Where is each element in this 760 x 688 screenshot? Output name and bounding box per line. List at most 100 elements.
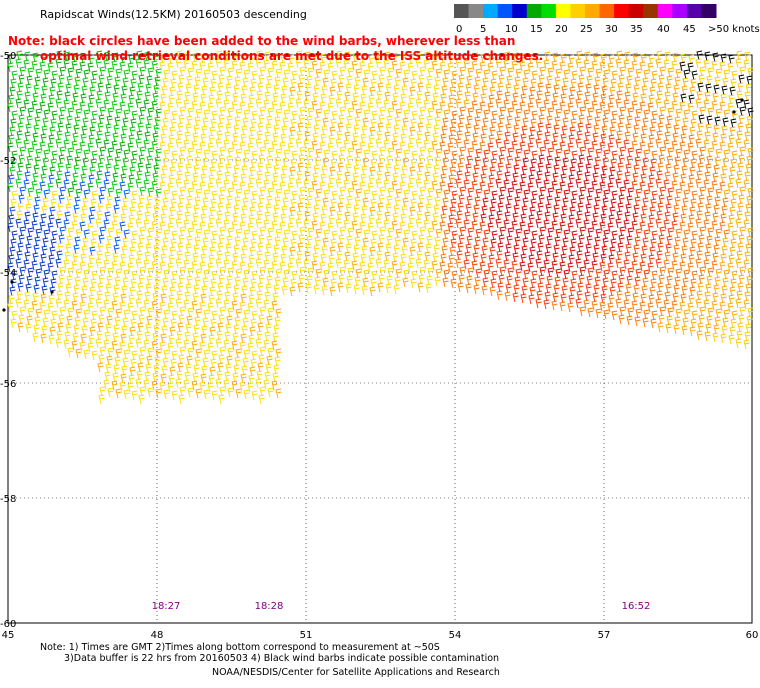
wind-barb bbox=[208, 214, 215, 225]
wind-barb bbox=[391, 260, 398, 271]
wind-barb bbox=[177, 202, 184, 213]
wind-barb bbox=[289, 286, 296, 297]
wind-barb bbox=[713, 204, 720, 215]
wind-barb bbox=[651, 230, 658, 241]
wind-barb bbox=[187, 387, 194, 398]
wind-barb bbox=[712, 132, 719, 143]
wind-barb bbox=[729, 206, 736, 217]
wind-barb bbox=[464, 211, 471, 222]
wind-barb bbox=[82, 197, 89, 208]
wind-barb bbox=[83, 269, 90, 280]
wind-barb bbox=[575, 58, 582, 69]
wind-barb bbox=[386, 115, 393, 126]
wind-barb bbox=[290, 78, 297, 89]
wind-barb bbox=[491, 70, 498, 81]
wind-barb bbox=[419, 186, 426, 197]
wind-barb bbox=[535, 178, 542, 189]
wind-barb bbox=[305, 203, 312, 214]
wind-barb bbox=[626, 155, 633, 166]
wind-barb bbox=[674, 116, 681, 127]
wind-barb bbox=[744, 51, 751, 62]
wind-barb bbox=[248, 174, 255, 185]
wind-barb bbox=[545, 243, 552, 254]
wind-barb bbox=[651, 310, 658, 321]
wind-barb bbox=[267, 187, 274, 198]
wind-barb bbox=[578, 114, 585, 125]
wind-barb bbox=[528, 174, 535, 185]
wind-barb bbox=[647, 222, 654, 233]
wind-barb bbox=[690, 318, 697, 329]
wind-barb bbox=[112, 132, 119, 143]
wind-barb bbox=[176, 330, 183, 341]
wind-barb bbox=[624, 91, 631, 102]
wind-barb bbox=[274, 196, 281, 207]
wind-barb bbox=[729, 86, 736, 97]
wind-barb bbox=[146, 315, 153, 326]
wind-barb bbox=[304, 91, 311, 102]
wind-barb bbox=[704, 91, 711, 102]
wind-barb bbox=[15, 98, 22, 109]
wind-barb bbox=[351, 60, 358, 71]
wind-barb bbox=[455, 218, 462, 229]
wind-barb bbox=[162, 117, 169, 128]
wind-barb bbox=[375, 178, 382, 189]
wind-barb bbox=[515, 148, 522, 159]
wind-barb bbox=[111, 260, 118, 271]
wind-barb bbox=[243, 229, 250, 240]
wind-barb bbox=[543, 259, 550, 270]
wind-barb bbox=[234, 76, 241, 87]
wind-barb bbox=[619, 226, 626, 237]
wind-barb bbox=[402, 157, 409, 168]
wind-barb bbox=[354, 236, 361, 247]
wind-barb bbox=[655, 218, 662, 229]
wind-barb bbox=[139, 266, 146, 277]
wind-barb bbox=[303, 139, 310, 150]
wind-barb bbox=[154, 276, 161, 287]
wind-barb bbox=[457, 82, 464, 93]
wind-barb bbox=[735, 338, 742, 349]
wind-barb bbox=[434, 236, 441, 247]
wind-barb bbox=[411, 150, 418, 161]
wind-barb bbox=[639, 301, 646, 312]
wind-barb bbox=[186, 355, 193, 366]
wind-barb bbox=[423, 259, 430, 270]
wind-barb bbox=[216, 130, 223, 141]
wind-barb bbox=[691, 310, 698, 321]
wind-barb bbox=[234, 316, 241, 327]
wind-barb bbox=[99, 186, 106, 197]
wind-barb bbox=[290, 158, 297, 169]
wind-barb bbox=[178, 194, 185, 205]
wind-barb bbox=[17, 82, 24, 93]
wind-barb bbox=[223, 259, 230, 270]
wind-barb bbox=[379, 266, 386, 277]
wind-barb bbox=[699, 186, 706, 197]
wind-barb bbox=[458, 234, 465, 245]
wind-barb bbox=[595, 268, 602, 279]
wind-barb bbox=[146, 155, 153, 166]
wind-barb bbox=[315, 68, 322, 79]
wind-barb bbox=[103, 339, 110, 350]
pass-time: 18:27 bbox=[152, 601, 181, 612]
wind-barb bbox=[623, 59, 630, 70]
wind-barb bbox=[627, 67, 634, 78]
wind-barb bbox=[658, 114, 665, 125]
wind-barb bbox=[63, 219, 70, 230]
wind-barb bbox=[729, 246, 736, 257]
wind-barb bbox=[719, 301, 726, 312]
wind-barb bbox=[377, 122, 384, 133]
wind-barb bbox=[195, 228, 202, 239]
wind-barb bbox=[417, 282, 424, 293]
wind-barb bbox=[595, 68, 602, 79]
wind-barb bbox=[97, 162, 104, 173]
wind-barb bbox=[591, 180, 598, 191]
wind-barb bbox=[75, 148, 82, 159]
wind-barb bbox=[339, 266, 346, 277]
wind-barb bbox=[441, 245, 448, 256]
wind-barb bbox=[25, 163, 32, 174]
wind-barb bbox=[547, 107, 554, 118]
wind-barb bbox=[296, 130, 303, 141]
wind-barb bbox=[215, 258, 222, 269]
wind-barb bbox=[226, 355, 233, 366]
wind-barb bbox=[451, 110, 458, 121]
wind-barb bbox=[138, 314, 145, 325]
